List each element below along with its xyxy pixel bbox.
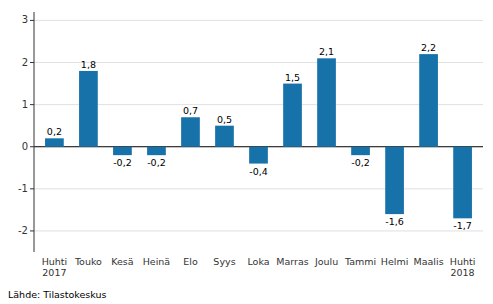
- data-label: -0,2: [113, 157, 132, 168]
- grid-line: [34, 20, 483, 21]
- x-tick-label: Helmi: [381, 256, 409, 267]
- bar: [385, 147, 404, 214]
- bar: [79, 71, 98, 147]
- y-tick: [30, 188, 34, 189]
- chart-container: -2 -1 0 1 2 3 0,2 1,8 -0,2 -0,2 0,7 0,5 -0,4 1,5 2,1 -0…: [0, 0, 493, 304]
- bars: [45, 54, 472, 218]
- x-tick-label: Maalis: [414, 256, 444, 267]
- data-label: 2,1: [319, 46, 334, 57]
- y-tick: [30, 62, 34, 63]
- y-tick: [30, 146, 34, 147]
- data-label: -0,2: [147, 157, 166, 168]
- x-tick-label-line: Huhti: [450, 256, 476, 267]
- x-tick-label-line: 2017: [42, 267, 66, 278]
- data-label: 0,5: [217, 114, 232, 125]
- bar: [283, 84, 302, 147]
- x-tick-label-line: Kesä: [111, 256, 133, 267]
- x-tick-label-line: Tammi: [344, 256, 376, 267]
- bar: [215, 126, 234, 147]
- bar: [453, 147, 472, 219]
- y-tick: [30, 104, 34, 105]
- grid-line: [34, 62, 483, 63]
- grid: [34, 20, 483, 231]
- data-label: -0,4: [249, 166, 268, 177]
- x-tick-label: Huhti2018: [450, 256, 476, 278]
- y-tick-label: 3: [22, 14, 28, 25]
- y-tick-label: -2: [18, 225, 28, 236]
- x-tick-label: Heinä: [143, 256, 170, 267]
- grid-line: [34, 104, 483, 105]
- x-tick-label-line: Syys: [213, 256, 235, 267]
- bar: [45, 138, 64, 146]
- x-tick-label: Joulu: [314, 256, 338, 267]
- bar: [419, 54, 438, 147]
- bar: [351, 147, 370, 155]
- y-tick: [30, 20, 34, 21]
- y-tick-label: -1: [18, 183, 28, 194]
- y-tick-label: 1: [22, 99, 28, 110]
- x-tick-label-line: Loka: [247, 256, 269, 267]
- x-tick-label-line: 2018: [450, 267, 474, 278]
- y-tick-label: 0: [22, 141, 28, 152]
- x-tick-label: Syys: [213, 256, 235, 267]
- grid-line: [34, 188, 483, 189]
- data-label: 0,7: [183, 105, 198, 116]
- y-tick-label: 2: [22, 57, 28, 68]
- y-tick: [30, 230, 34, 231]
- y-axis: -2 -1 0 1 2 3: [18, 12, 34, 252]
- data-label: 1,8: [81, 59, 96, 70]
- bar: [181, 117, 200, 146]
- x-tick-label: Elo: [183, 256, 198, 267]
- x-tick-label: Huhti2017: [42, 256, 68, 278]
- data-labels: 0,2 1,8 -0,2 -0,2 0,7 0,5 -0,4 1,5 2,1 -0,2 -1,6 2,…: [47, 42, 472, 231]
- bar: [249, 147, 268, 164]
- x-tick-label-line: Huhti: [42, 256, 68, 267]
- data-label: -0,2: [351, 157, 370, 168]
- x-tick-label-line: Heinä: [143, 256, 170, 267]
- chart-svg: -2 -1 0 1 2 3 0,2 1,8 -0,2 -0,2 0,7 0,5 -0,4 1,5 2,1 -0…: [0, 0, 493, 304]
- data-label: -1,7: [453, 220, 472, 231]
- data-label: 2,2: [421, 42, 436, 53]
- x-tick-label: Loka: [247, 256, 269, 267]
- x-tick-label: Touko: [74, 256, 102, 267]
- x-tick-label-line: Helmi: [381, 256, 409, 267]
- x-tick-label: Kesä: [111, 256, 133, 267]
- x-tick-label: Marras: [276, 256, 308, 267]
- x-tick-label-line: Elo: [183, 256, 198, 267]
- data-label: 1,5: [285, 72, 300, 83]
- x-tick-label-line: Marras: [276, 256, 308, 267]
- footer: Lähde: Tilastokeskus: [8, 289, 107, 300]
- y-axis-line: [34, 12, 35, 252]
- grid-line: [34, 230, 483, 231]
- x-tick-label-line: Maalis: [414, 256, 444, 267]
- bar: [147, 147, 166, 155]
- bar: [317, 58, 336, 146]
- data-label: 0,2: [47, 126, 62, 137]
- x-tick-label-line: Joulu: [314, 256, 338, 267]
- x-axis: Huhti2017ToukoKesäHeinäEloSyysLokaMarras…: [42, 256, 476, 278]
- data-label: -1,6: [385, 216, 404, 227]
- bar: [113, 147, 132, 155]
- x-tick-label-line: Touko: [74, 256, 102, 267]
- x-tick-label: Tammi: [344, 256, 376, 267]
